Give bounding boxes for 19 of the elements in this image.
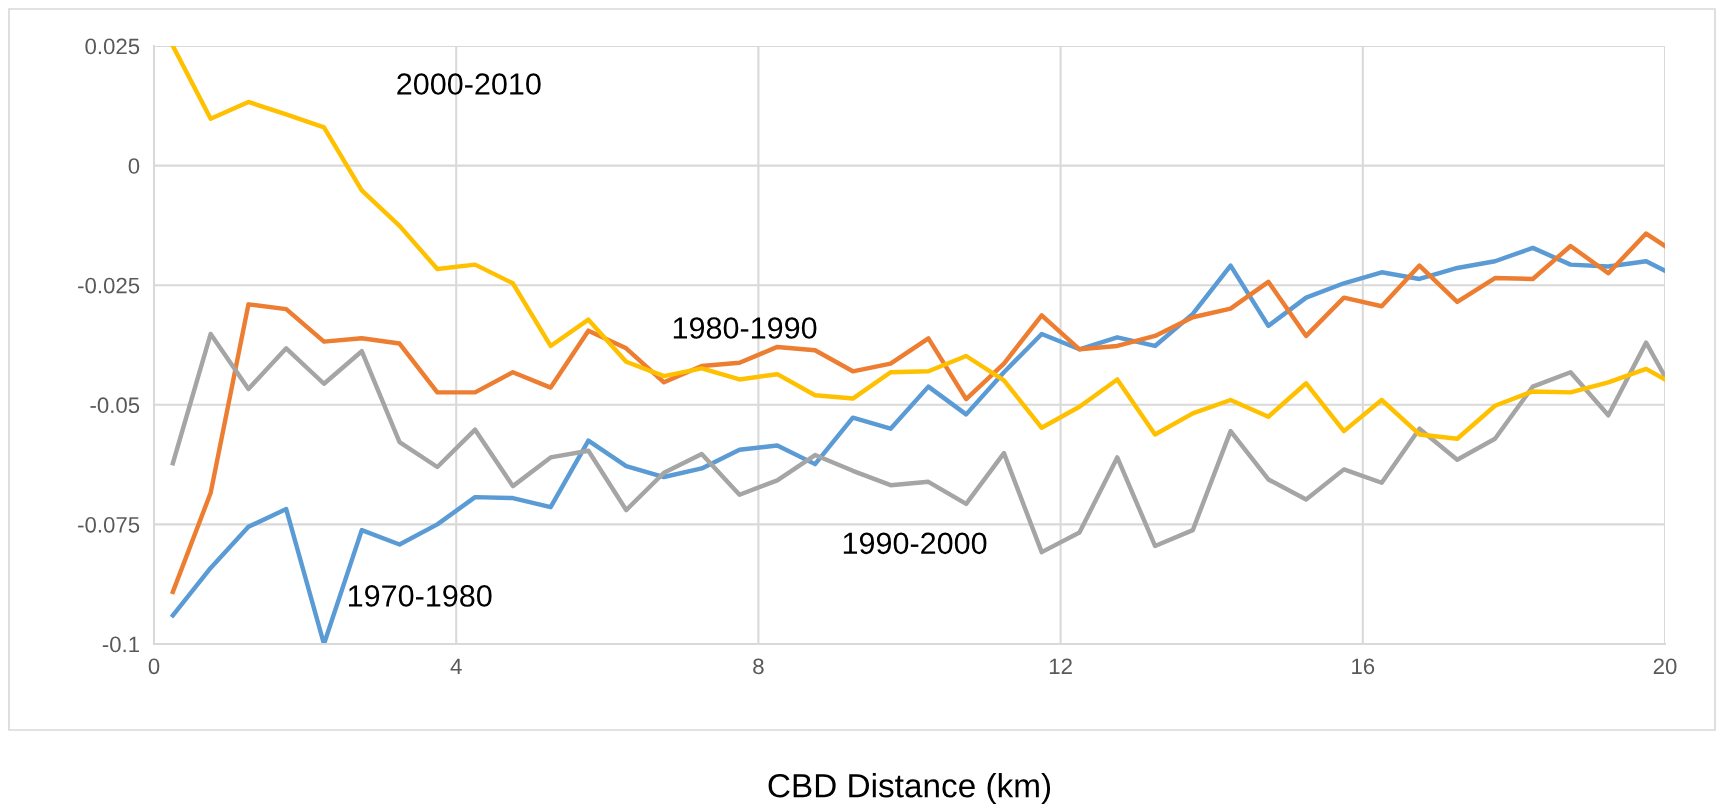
series-label: 1990-2000 (843, 532, 987, 555)
x-tick-label: 20 (1653, 658, 1677, 675)
y-tick-label: -0.075 (78, 516, 140, 533)
line-series (170, 245, 1665, 644)
x-tick-label: 8 (753, 658, 764, 675)
y-tick-label: -0.1 (102, 636, 140, 653)
y-tick-label: -0.025 (78, 277, 140, 294)
text: 2000-2010 (397, 73, 541, 95)
x-tick-label: 16 (1352, 658, 1375, 675)
series-label: 1980-1990 (673, 317, 817, 339)
x-tick-label: 12 (1049, 658, 1072, 674)
x-axis-title: CBD Distance (km) (768, 773, 1051, 805)
x-tick-label: 0 (148, 658, 160, 675)
line-series (170, 46, 1665, 441)
series-label: 1970-1980 (348, 585, 492, 607)
y-tick-label: 0.025 (85, 38, 140, 55)
y-tick-label: 0 (128, 158, 140, 174)
x-tick-label: 4 (450, 658, 462, 674)
y-tick-label: -0.05 (90, 397, 140, 414)
